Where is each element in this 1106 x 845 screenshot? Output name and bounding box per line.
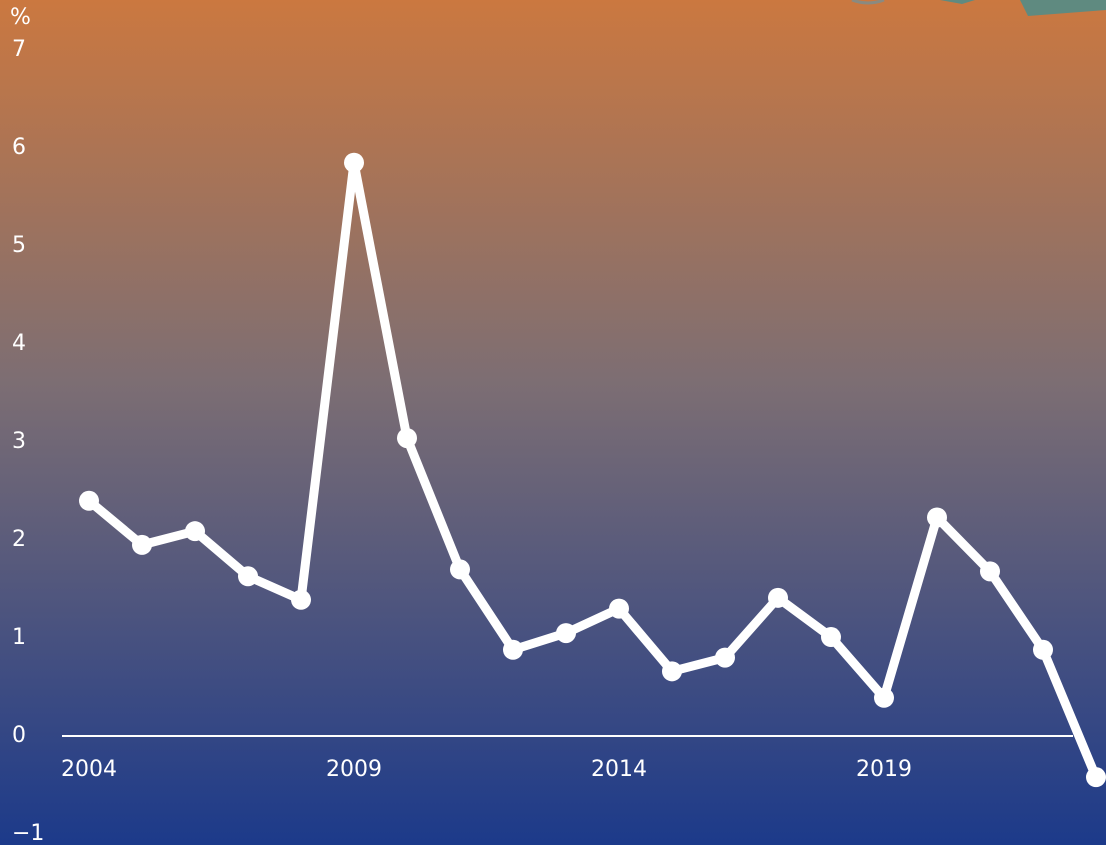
y-tick-label: 7 xyxy=(12,37,26,62)
x-tick-label: 2014 xyxy=(591,757,647,782)
point xyxy=(980,561,1000,582)
point xyxy=(79,490,99,511)
y-tick-label: 1 xyxy=(12,625,26,650)
point xyxy=(874,687,894,708)
point xyxy=(609,598,629,619)
x-tick-label: 2019 xyxy=(856,757,912,782)
x-tick-label: 2004 xyxy=(61,757,117,782)
decoration xyxy=(851,0,885,5)
y-tick-label: 0 xyxy=(12,723,26,748)
point xyxy=(185,521,205,542)
point xyxy=(556,623,576,644)
y-tick-label: 5 xyxy=(12,233,26,258)
point xyxy=(238,566,258,587)
unit-label: % xyxy=(10,5,31,30)
decoration xyxy=(940,0,975,4)
point xyxy=(450,559,470,580)
point xyxy=(1033,639,1053,660)
y-tick-label: 3 xyxy=(12,429,26,454)
point xyxy=(768,587,788,608)
point xyxy=(715,647,735,668)
x-tick-label: 2009 xyxy=(326,757,382,782)
point xyxy=(927,507,947,528)
y-tick-label: 4 xyxy=(12,331,26,356)
point xyxy=(291,589,311,610)
y-tick-label: −1 xyxy=(12,821,44,845)
decoration xyxy=(1020,0,1106,16)
y-tick-label: 2 xyxy=(12,527,26,552)
point xyxy=(821,627,841,648)
y-tick-label: 6 xyxy=(12,135,26,160)
point xyxy=(344,152,364,173)
point xyxy=(1086,767,1106,788)
point xyxy=(662,661,682,682)
point xyxy=(503,639,523,660)
point xyxy=(132,534,152,555)
point xyxy=(397,428,417,449)
